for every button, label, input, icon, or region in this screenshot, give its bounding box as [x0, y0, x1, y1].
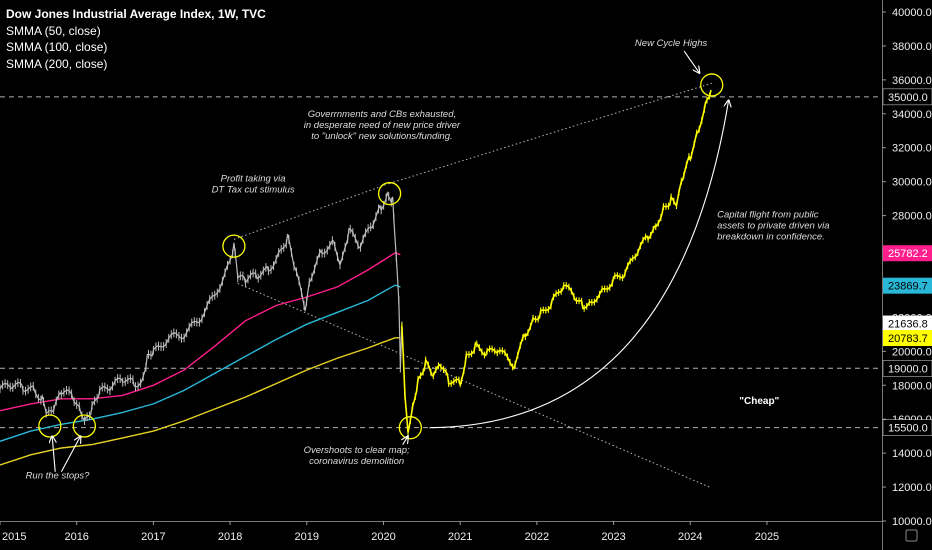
smma-line-100 [0, 284, 401, 442]
highlight-circles [38, 73, 724, 440]
annotation-new-cycle-highs: New Cycle Highs [635, 38, 708, 49]
price-label-box [883, 330, 932, 347]
x-tick-label: 2022 [525, 531, 549, 543]
y-tick-label: 14000.0 [892, 448, 932, 460]
highlight-circle-5 [700, 73, 724, 97]
y-tick-label: 12000.0 [892, 482, 932, 494]
y-tick-label: 36000.0 [892, 75, 932, 87]
x-tick-label: 2021 [448, 531, 472, 543]
smma-line-200 [0, 337, 401, 466]
annotation-line: breakdown in confidence. [717, 231, 825, 242]
x-tick-label: 2020 [371, 531, 395, 543]
arrow-overshoots [403, 436, 408, 445]
price-axis[interactable]: 10000.012000.014000.016000.018000.020000… [882, 0, 932, 550]
annotation-line: Overshoots to clear map; [304, 445, 410, 456]
annotation-cheap: "Cheap" [739, 396, 779, 407]
annotation-run-stops: Run the stops? [26, 471, 91, 482]
smma-line-50 [0, 252, 401, 412]
legend-smma-200[interactable]: SMMA (200, close) [6, 56, 108, 71]
arrow-run-stops-right [60, 436, 80, 473]
annotation-line: DT Tax cut stimulus [212, 185, 295, 196]
x-tick-label: 2019 [295, 531, 319, 543]
highlight-circle-0 [222, 234, 246, 258]
annotation-line: Profit taking via [221, 174, 286, 185]
price-label: 21636.8 [888, 319, 928, 331]
price-label: 25782.2 [888, 248, 928, 260]
highlight-circle-4 [398, 416, 422, 440]
annotation-profit-taking: Profit taking via DT Tax cut stimulus [212, 174, 295, 196]
annotation-line: Run the stops? [26, 471, 91, 482]
highlight-circle-1 [377, 181, 402, 206]
y-tick-label: 30000.0 [892, 177, 932, 189]
price-label-box [883, 315, 932, 332]
annotation-arrows [52, 50, 728, 473]
highlight-circle-3 [72, 414, 97, 438]
level-label: 19000.0 [888, 363, 928, 375]
annotations: New Cycle Highs Goverrnments and CBs exha… [26, 38, 830, 482]
time-axis[interactable]: 2015 2016 2017 2018 2019 2020 2021 2022 2023 2024… [0, 521, 918, 543]
arrow-new-cycle-highs [683, 50, 699, 73]
y-tick-label: 34000.0 [892, 109, 932, 121]
x-tick-label: 2024 [678, 531, 702, 543]
level-label-box [882, 419, 932, 436]
x-tick-label: 2023 [601, 531, 625, 543]
trendline-2 [237, 283, 710, 488]
x-tick-label: 2016 [64, 531, 88, 543]
price-label-box [883, 277, 932, 294]
x-tick-label: 2018 [218, 531, 242, 543]
axis-settings-icon[interactable] [905, 529, 918, 542]
annotation-line: Capital flight from public [717, 209, 819, 220]
y-tick-label: 18000.0 [892, 380, 932, 392]
moving-averages [0, 252, 401, 466]
level-label-box [882, 359, 932, 377]
level-label: 35000.0 [888, 92, 928, 104]
annotation-line: coronavirus demolition [309, 456, 404, 467]
legend-title[interactable]: Dow Jones Industrial Average Index, 1W, … [6, 7, 266, 21]
price-labels: 25782.2 23869.7 21636.8 20783.7 [883, 245, 932, 347]
price-label: 23869.7 [888, 281, 928, 293]
level-label: 15500.0 [888, 423, 928, 435]
annotation-line: in desperate need of new price driver [304, 120, 461, 131]
annotation-capital-flight: Capital flight from public assets to priv… [717, 209, 829, 242]
arrow-capital-flight-curve [429, 100, 728, 429]
annotation-overshoots: Overshoots to clear map; coronavirus demo… [304, 445, 410, 467]
y-tick-label: 28000.0 [892, 211, 932, 223]
y-tick-label: 10000.0 [892, 516, 932, 528]
y-tick-label: 32000.0 [892, 143, 932, 155]
y-tick-label: 40000.0 [892, 7, 932, 19]
annotation-governments: Goverrnments and CBs exhausted, in desper… [304, 109, 461, 142]
annotation-line: to "unlock" new solutions/funding. [311, 131, 452, 142]
x-tick-label: 2025 [755, 531, 779, 543]
annotation-line: New Cycle Highs [635, 38, 708, 49]
legend-smma-50[interactable]: SMMA (50, close) [6, 23, 101, 38]
legend-smma-100[interactable]: SMMA (100, close) [6, 40, 108, 54]
price-label: 20783.7 [888, 333, 928, 345]
trendlines [233, 82, 712, 488]
annotation-line: assets to private driven via [717, 220, 829, 231]
y-tick-label: 38000.0 [892, 41, 932, 53]
projection-series [401, 89, 712, 436]
annotation-line: "Cheap" [739, 396, 779, 407]
y-tick-label: 20000.0 [892, 346, 932, 358]
trendline-1 [389, 82, 712, 184]
x-tick-label: 2017 [141, 531, 165, 543]
price-label-box [883, 245, 932, 262]
level-label-box [882, 88, 932, 106]
price-series [0, 191, 403, 426]
chart-legend: Dow Jones Industrial Average Index, 1W, … [6, 6, 266, 72]
annotation-line: Goverrnments and CBs exhausted, [308, 109, 456, 120]
x-tick-label: 2015 [2, 531, 26, 543]
arrow-run-stops-left [52, 436, 55, 472]
